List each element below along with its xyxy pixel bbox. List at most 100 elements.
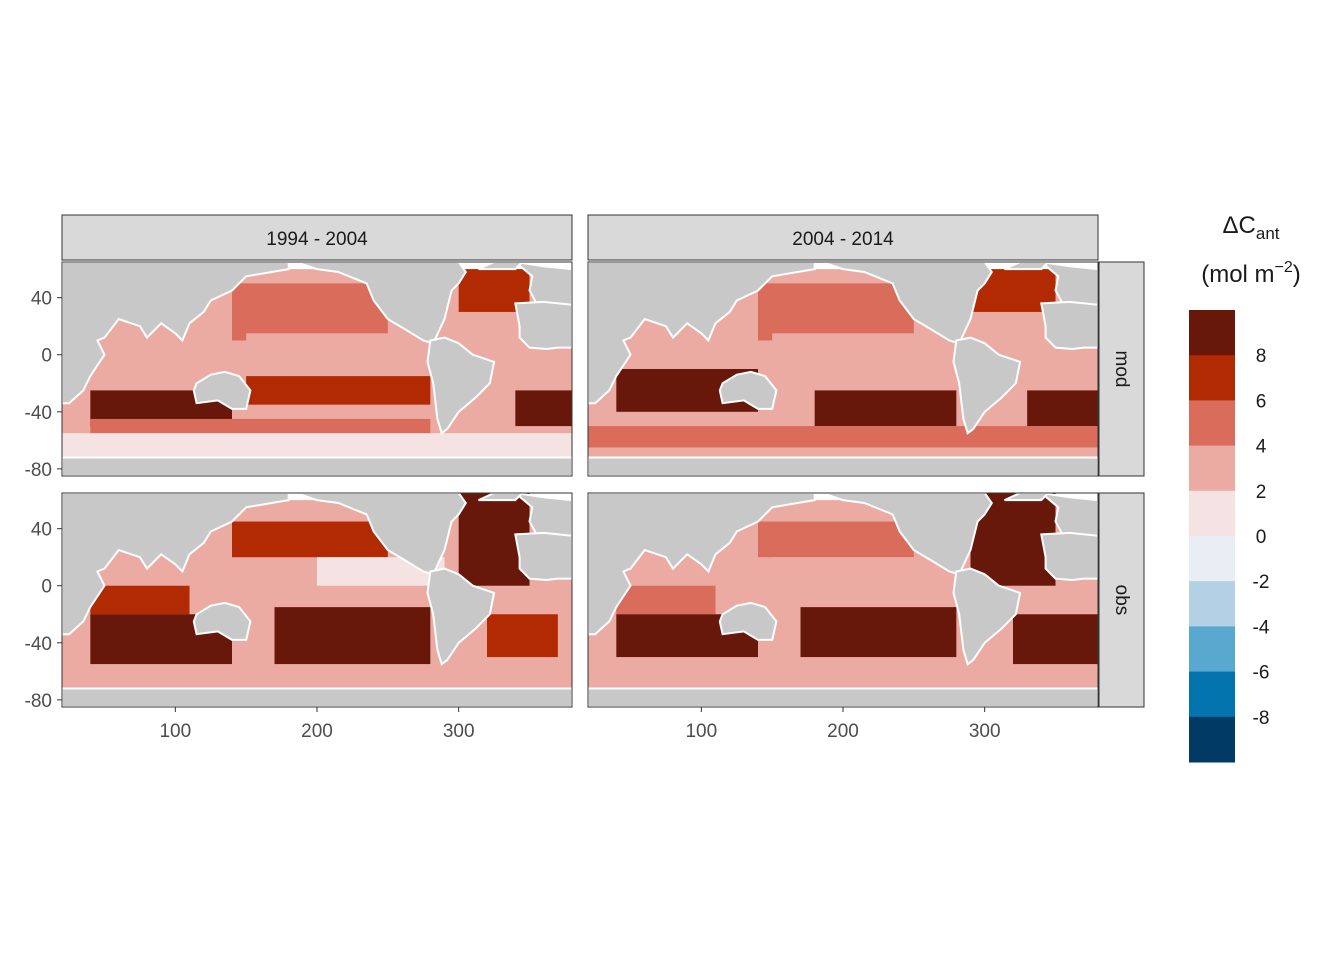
- row-strip-1: mod: [1098, 261, 1145, 477]
- legend-bin: [1189, 581, 1235, 627]
- heatmap-cell: [90, 418, 431, 434]
- x-tick-label: 100: [159, 721, 191, 742]
- legend-bin: [1189, 490, 1235, 537]
- heatmap-cell: [246, 376, 431, 405]
- legend-label: 8: [1256, 346, 1267, 367]
- land-mass-2: [821, 493, 994, 576]
- legend-label: -4: [1253, 617, 1270, 638]
- land-mass-2: [295, 262, 468, 345]
- land-mass-1: [718, 370, 778, 410]
- panel-1994-2004-obs: [61, 492, 573, 708]
- land-mass-6: [1004, 262, 1050, 271]
- legend-units-pre: (mol m: [1201, 261, 1274, 288]
- heatmap-cell: [90, 585, 190, 615]
- heatmap-cell: [758, 521, 914, 558]
- land-mass-0: [588, 262, 816, 405]
- land-mass-7: [62, 456, 572, 476]
- land-mass-7: [588, 456, 1098, 476]
- y-axis-top-row: 40 0 -40 -80: [25, 289, 62, 481]
- column-strip-2-label: 2004 - 2014: [792, 229, 894, 250]
- column-strip-2: 2004 - 2014: [587, 214, 1099, 261]
- land-mass-7: [588, 687, 1098, 707]
- legend-color-bar: [1189, 310, 1235, 763]
- y-tick-label: 40: [31, 520, 52, 541]
- column-strip-1: 1994 - 2004: [61, 214, 573, 261]
- legend-title: ΔCant: [1222, 212, 1279, 243]
- heatmap-cell: [62, 664, 572, 686]
- land-mass-3: [952, 336, 1022, 435]
- color-legend: ΔCant (mol m−2) 8 6 4 2 0 -2 -4 -6 -8: [1189, 212, 1301, 763]
- heatmap-cell: [772, 333, 957, 369]
- legend-label: 4: [1256, 437, 1267, 458]
- legend-bin: [1189, 355, 1235, 401]
- heatmap-cell: [814, 390, 957, 427]
- column-strip-1-label: 1994 - 2004: [266, 229, 368, 250]
- x-tick-label: 100: [685, 721, 717, 742]
- land-mass-6: [1004, 493, 1050, 502]
- land-mass-0: [62, 262, 290, 405]
- panel-2004-2014-mod: [587, 261, 1099, 477]
- land-mass-5: [514, 531, 572, 582]
- legend-bin: [1189, 400, 1235, 447]
- heatmap-cell: [90, 340, 176, 377]
- land-mass-6: [478, 262, 524, 271]
- x-axis-left-column: 100 200 300: [159, 707, 475, 742]
- legend-title-main: ΔC: [1222, 212, 1255, 239]
- land-mass-6: [478, 493, 524, 502]
- y-tick-label: 40: [31, 289, 52, 310]
- land-mass-1: [718, 601, 778, 641]
- legend-bin: [1189, 536, 1235, 582]
- land-mass-3: [426, 336, 496, 435]
- land-mass-0: [62, 493, 290, 636]
- legend-bin: [1189, 716, 1235, 763]
- legend-units-post: ): [1293, 261, 1301, 288]
- x-tick-label: 200: [827, 721, 859, 742]
- row-strip-2-label: obs: [1111, 585, 1132, 616]
- row-strip-2: obs: [1098, 492, 1145, 708]
- heatmap-cell: [487, 614, 558, 658]
- heatmap-cell: [772, 557, 957, 600]
- heatmap-cell: [274, 607, 431, 665]
- heatmap-cell: [588, 426, 1098, 448]
- land-mass-3: [952, 567, 1022, 666]
- land-mass-2: [821, 262, 994, 345]
- heatmap-cell: [588, 664, 1098, 686]
- legend-bin: [1189, 671, 1235, 718]
- row-strip-1-label: mod: [1111, 351, 1132, 388]
- land-mass-0: [588, 493, 816, 636]
- y-tick-label: -40: [25, 403, 52, 424]
- legend-labels: 8 6 4 2 0 -2 -4 -6 -8: [1253, 346, 1270, 729]
- legend-bin: [1189, 445, 1235, 492]
- land-mass-1: [192, 370, 252, 410]
- y-tick-label: -40: [25, 634, 52, 655]
- legend-units: (mol m−2): [1201, 259, 1301, 288]
- legend-label: 0: [1256, 527, 1267, 548]
- legend-label: 6: [1256, 391, 1267, 412]
- x-tick-label: 300: [969, 721, 1001, 742]
- heatmap-cell: [800, 607, 957, 658]
- y-axis-bottom-row: 40 0 -40 -80: [25, 520, 62, 712]
- legend-label: 2: [1256, 482, 1267, 503]
- x-axis-right-column: 100 200 300: [685, 707, 1001, 742]
- land-mass-7: [62, 687, 572, 707]
- legend-units-exp: −2: [1275, 259, 1293, 276]
- legend-title-sub: ant: [1256, 224, 1280, 243]
- land-mass-3: [426, 567, 496, 666]
- heatmap-cell: [515, 390, 572, 427]
- panel-1994-2004-mod: [61, 261, 573, 477]
- x-tick-label: 200: [301, 721, 333, 742]
- panel-border: [61, 261, 573, 477]
- y-tick-label: -80: [25, 460, 52, 481]
- heatmap-cell: [1027, 390, 1098, 427]
- land-mass-5: [514, 300, 572, 351]
- heatmap-cell: [616, 585, 716, 615]
- heatmap-cell: [232, 521, 388, 558]
- legend-label: -6: [1253, 663, 1270, 684]
- legend-bin: [1189, 310, 1235, 356]
- land-mass-2: [295, 493, 468, 576]
- heatmap-cell: [758, 283, 914, 341]
- legend-label: -8: [1253, 708, 1270, 729]
- panel-border: [587, 261, 1099, 477]
- panel-2004-2014-obs: [587, 492, 1099, 708]
